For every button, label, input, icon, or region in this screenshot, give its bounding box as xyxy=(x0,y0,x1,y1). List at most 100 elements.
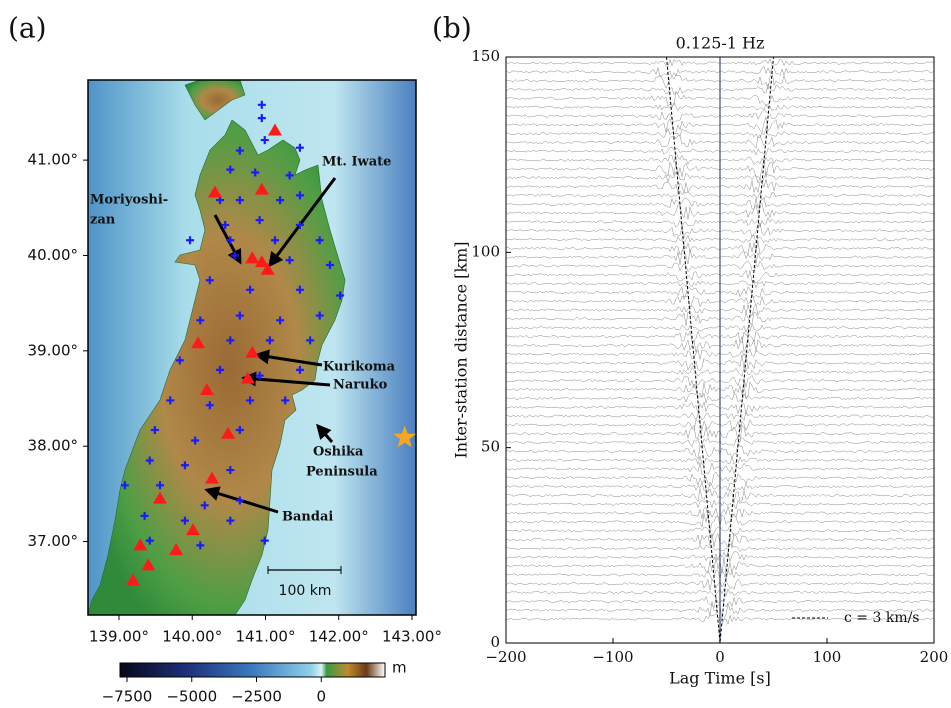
station xyxy=(281,396,290,405)
chart-title: 0.125-1 Hz xyxy=(676,34,765,53)
volcano xyxy=(207,185,222,198)
station xyxy=(156,481,165,490)
station xyxy=(226,336,235,345)
volcano xyxy=(205,471,220,484)
station xyxy=(191,436,200,445)
volcano xyxy=(254,255,269,268)
arrow xyxy=(268,177,337,268)
volcano xyxy=(245,251,260,264)
station xyxy=(226,516,235,525)
station xyxy=(251,168,260,177)
station xyxy=(295,285,304,294)
station xyxy=(285,171,294,180)
station xyxy=(120,481,129,490)
annotation: Bandai xyxy=(282,510,333,525)
colorbar-tick-label: −7500 xyxy=(102,688,153,706)
arrow xyxy=(254,349,323,367)
station xyxy=(285,256,294,265)
annotation: zan xyxy=(90,213,116,228)
volcano xyxy=(221,426,236,439)
legend-label: c = 3 km/s xyxy=(844,610,920,626)
x-tick-label: 141.00° xyxy=(235,628,295,646)
station xyxy=(221,220,230,229)
y-axis-label: Inter-station distance [km] xyxy=(452,241,471,458)
scale-label: 100 km xyxy=(279,583,332,599)
annotation: Kurikoma xyxy=(323,360,396,375)
volcano xyxy=(240,371,255,384)
station xyxy=(235,496,244,505)
station xyxy=(276,316,285,325)
x-tick-label: 142.00° xyxy=(309,628,369,646)
terrain xyxy=(88,80,416,615)
y-tick-label: 0 xyxy=(490,633,500,651)
station xyxy=(235,146,244,155)
station xyxy=(216,365,225,374)
y-tick-label: 40.00° xyxy=(28,246,78,264)
station xyxy=(230,251,239,260)
annotation: Oshika xyxy=(313,445,364,460)
y-tick-label: 37.00° xyxy=(28,532,78,550)
station xyxy=(336,291,345,300)
volcano xyxy=(245,345,260,358)
colorbar-tick-label: 0 xyxy=(317,688,327,706)
volcano xyxy=(191,336,206,349)
station xyxy=(166,396,175,405)
panel-label: (a) xyxy=(8,12,47,45)
annotation: Naruko xyxy=(333,378,388,393)
x-tick-label: −200 xyxy=(485,648,526,666)
velocity-line xyxy=(666,56,774,644)
station xyxy=(140,511,149,520)
y-tick-label: 38.00° xyxy=(28,437,78,455)
station xyxy=(196,316,205,325)
epicenter xyxy=(393,425,417,448)
station xyxy=(180,516,189,525)
map-frame xyxy=(87,79,417,616)
station xyxy=(196,541,205,550)
volcano xyxy=(267,123,282,136)
station xyxy=(295,143,304,152)
map-panel: 100 km (a) 139.00° 140.00° 141.00° 142.00° 1… xyxy=(8,12,442,646)
y-tick-label: 39.00° xyxy=(28,341,78,359)
volcano xyxy=(133,538,148,551)
x-tick-label: 143.00° xyxy=(382,628,442,646)
station xyxy=(295,220,304,229)
station xyxy=(246,396,255,405)
x-tick-label: 100 xyxy=(813,648,842,666)
annotation: Mt. Iwate xyxy=(322,155,391,170)
station xyxy=(295,191,304,200)
station xyxy=(246,285,255,294)
land xyxy=(184,80,246,121)
station xyxy=(180,461,189,470)
station xyxy=(306,336,315,345)
y-tick-label: 100 xyxy=(471,242,500,260)
station xyxy=(257,114,266,123)
y-tick-label: 150 xyxy=(471,47,500,65)
station xyxy=(235,196,244,205)
station xyxy=(145,536,154,545)
colorbar-tick-label: −2500 xyxy=(231,688,282,706)
volcano xyxy=(254,182,269,195)
volcano xyxy=(185,523,200,536)
station xyxy=(315,236,324,245)
station xyxy=(265,336,274,345)
record-panel: (b) 0.125-1 Hz Lag Time [s] Inter-statio… xyxy=(432,12,948,688)
station xyxy=(235,311,244,320)
colorbar-unit: m xyxy=(392,659,407,677)
station xyxy=(205,276,214,285)
arrow xyxy=(241,371,331,387)
x-tick-label: 0 xyxy=(715,648,725,666)
station xyxy=(150,425,159,434)
station xyxy=(186,236,195,245)
volcano xyxy=(199,382,214,395)
annotation: Moriyoshi- xyxy=(90,193,168,208)
station xyxy=(226,466,235,475)
station xyxy=(145,456,154,465)
panel-label: (b) xyxy=(432,12,472,45)
station xyxy=(260,536,269,545)
x-tick-label: 200 xyxy=(920,648,949,666)
station xyxy=(295,365,304,374)
station xyxy=(175,356,184,365)
station xyxy=(325,261,334,270)
x-tick-label: −100 xyxy=(592,648,633,666)
